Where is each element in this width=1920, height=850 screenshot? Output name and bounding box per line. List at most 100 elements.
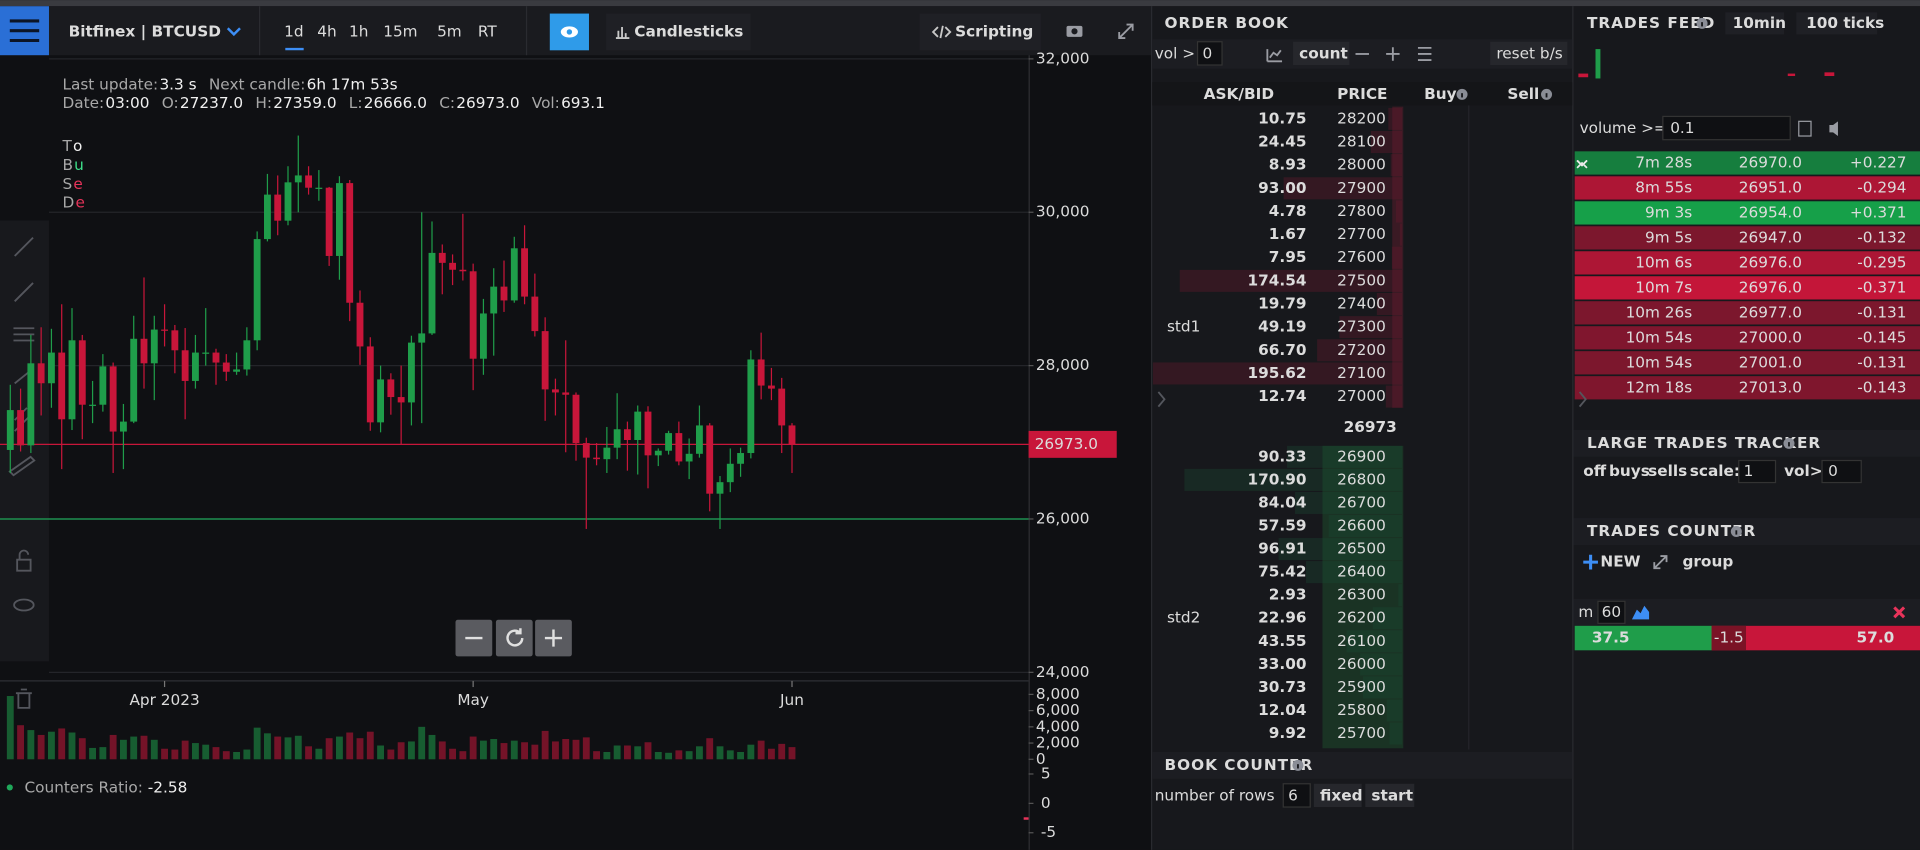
price: 28000 [1337, 156, 1386, 174]
scripting-button[interactable] [919, 13, 1041, 51]
trade-price: 26947.0 [1739, 228, 1802, 246]
volume-bar [336, 736, 343, 760]
timeframe[interactable]: 5m [437, 22, 462, 40]
depth-bar [1305, 561, 1403, 584]
new-button[interactable]: NEW [1600, 553, 1640, 571]
candle-body [325, 187, 333, 256]
off[interactable]: off [1583, 462, 1607, 480]
start-button[interactable] [1365, 783, 1415, 808]
vol-input[interactable] [1196, 41, 1223, 66]
ticks-button[interactable] [1796, 12, 1878, 35]
trade-price: 27001.0 [1739, 353, 1802, 371]
window[interactable]: 10min [1733, 14, 1786, 32]
symbol[interactable]: Bitfinex | BTCUSD [69, 22, 221, 41]
panel-title: TRADES COUNTER [1587, 522, 1756, 540]
scale-value[interactable]: 1 [1744, 462, 1754, 480]
vol-value[interactable]: 0 [1828, 462, 1838, 480]
panel-title: BOOK COUNTER [1164, 756, 1313, 774]
candle-body [48, 352, 55, 384]
style-button[interactable] [606, 13, 751, 51]
price: 28200 [1337, 109, 1386, 127]
candle-body [6, 410, 14, 450]
candle-body [469, 271, 477, 359]
timeframe[interactable]: RT [478, 22, 498, 40]
volume-value[interactable]: 0.1 [1670, 119, 1694, 137]
candle-body [408, 342, 415, 403]
volume-bar [716, 746, 724, 760]
volume-bar [438, 741, 446, 760]
count-button[interactable] [1293, 41, 1350, 65]
depth-bar [1370, 131, 1403, 154]
column-header-label: ASK/BID [1204, 85, 1274, 103]
timeframe[interactable]: 1h [349, 22, 368, 40]
vol-value[interactable]: 0 [1202, 44, 1212, 62]
trade-row [1574, 251, 1920, 275]
scripting[interactable]: Scripting [955, 22, 1033, 40]
fixed[interactable]: fixed [1320, 787, 1363, 805]
trade-size: -0.371 [1857, 278, 1906, 296]
ohlc-key: L: [349, 93, 363, 111]
code-icon [931, 25, 952, 39]
candle-body [264, 194, 271, 240]
column-header-label: Sell [1507, 85, 1539, 103]
mini-chart-bar [1824, 72, 1835, 77]
fixed-button[interactable] [1313, 783, 1362, 808]
timeframe[interactable]: 4h [317, 22, 336, 40]
candle-body [336, 183, 343, 256]
trade-row [1574, 301, 1920, 325]
price: 26600 [1337, 517, 1386, 535]
rows-input[interactable] [1282, 783, 1311, 808]
depth-bar [1362, 676, 1403, 699]
trash-tool [15, 688, 32, 709]
rows-value[interactable]: 6 [1288, 787, 1298, 805]
scale-input[interactable] [1738, 459, 1777, 484]
amount: 96.91 [1258, 540, 1306, 558]
ask-strip [1392, 106, 1404, 408]
chart-style[interactable]: Candlesticks [634, 22, 743, 40]
depth-bar [1283, 177, 1403, 200]
volume-bar [284, 737, 292, 760]
vol-input[interactable] [1821, 459, 1862, 484]
candle-body [788, 425, 796, 445]
candle-body [603, 447, 611, 460]
status-key: Last update: [62, 75, 158, 93]
visibility-tool[interactable] [13, 598, 35, 612]
ticks[interactable]: 100 ticks [1806, 14, 1884, 32]
trade-row [1574, 351, 1920, 375]
reset-button[interactable] [1490, 41, 1568, 65]
sells[interactable]: sells [1648, 462, 1687, 480]
volume-bar [325, 738, 333, 760]
trade-row [1574, 176, 1920, 200]
vol-label: vol > [1155, 44, 1195, 62]
timeframe[interactable]: 15m [383, 22, 417, 40]
volume-bar [747, 744, 755, 760]
timeframe[interactable]: 1d [284, 22, 303, 40]
candle-body [644, 411, 652, 456]
volume-bar [161, 748, 169, 760]
count[interactable]: count [1299, 44, 1348, 62]
volume-bar [510, 740, 518, 760]
candle-body [305, 175, 312, 188]
volume-tick-label: 2,000 [1036, 734, 1080, 752]
ohlc-value: 693.1 [561, 93, 605, 111]
amount: 2.93 [1269, 586, 1307, 604]
buys[interactable]: buys [1609, 462, 1650, 480]
candle-body [726, 463, 734, 483]
volume-input[interactable] [1662, 115, 1791, 141]
window-button[interactable] [1725, 12, 1785, 35]
start[interactable]: start [1371, 787, 1413, 805]
period-input[interactable] [1597, 600, 1626, 624]
eye-pupil [566, 29, 573, 35]
volume-tick-label: 6,000 [1036, 701, 1080, 719]
zoom-button[interactable] [495, 619, 533, 657]
ratio-tick-label: 5 [1041, 764, 1051, 782]
amount: 93.00 [1258, 179, 1306, 197]
period[interactable]: 60 [1602, 603, 1621, 621]
group[interactable]: group [1682, 553, 1733, 571]
volume-bar [480, 740, 487, 760]
reset[interactable]: reset b/s [1496, 44, 1562, 62]
volume-bar [706, 738, 714, 760]
candle-body [346, 183, 354, 303]
depth-bar [1390, 154, 1403, 177]
ratio-legend: Counters Ratio: -2.58 [24, 778, 187, 796]
